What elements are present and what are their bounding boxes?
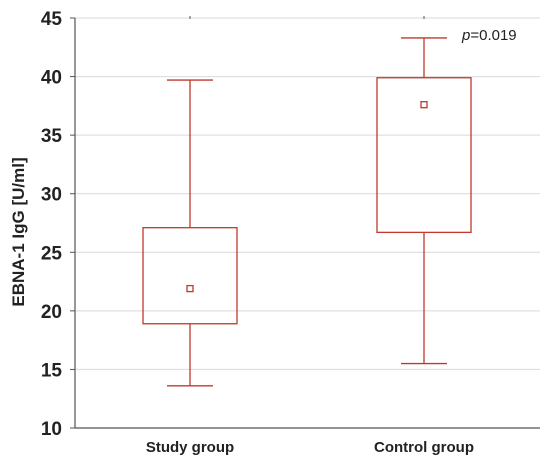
box-control-group bbox=[376, 16, 472, 365]
median-marker bbox=[420, 101, 428, 109]
y-tick-label: 10 bbox=[41, 419, 62, 440]
interquartile-box bbox=[376, 77, 472, 234]
median-marker bbox=[186, 284, 194, 293]
p-value-annotation: p=0.019 bbox=[461, 27, 517, 44]
x-category-label: Control group bbox=[374, 439, 474, 456]
y-tick-labels: 10 15 20 25 30 35 40 45 bbox=[41, 9, 63, 440]
boxes bbox=[142, 16, 472, 387]
p-value-symbol: p bbox=[461, 27, 470, 44]
y-axis-label: EBNA-1 IgG [U/ml] bbox=[9, 157, 28, 306]
x-category-label: Study group bbox=[146, 439, 234, 456]
y-tick-label: 45 bbox=[41, 9, 63, 30]
y-tick-label: 15 bbox=[41, 360, 63, 381]
axes bbox=[70, 17, 540, 429]
gridlines bbox=[75, 17, 540, 370]
y-tick-label: 35 bbox=[41, 126, 63, 147]
y-tick-label: 25 bbox=[41, 243, 63, 264]
box-study-group bbox=[142, 16, 238, 387]
y-tick-label: 30 bbox=[41, 185, 62, 206]
y-tick-label: 20 bbox=[41, 302, 62, 323]
x-category-labels: Study group Control group bbox=[146, 439, 474, 456]
interquartile-box bbox=[142, 227, 238, 325]
p-value-number: =0.019 bbox=[470, 27, 516, 44]
y-tick-label: 40 bbox=[41, 68, 62, 89]
